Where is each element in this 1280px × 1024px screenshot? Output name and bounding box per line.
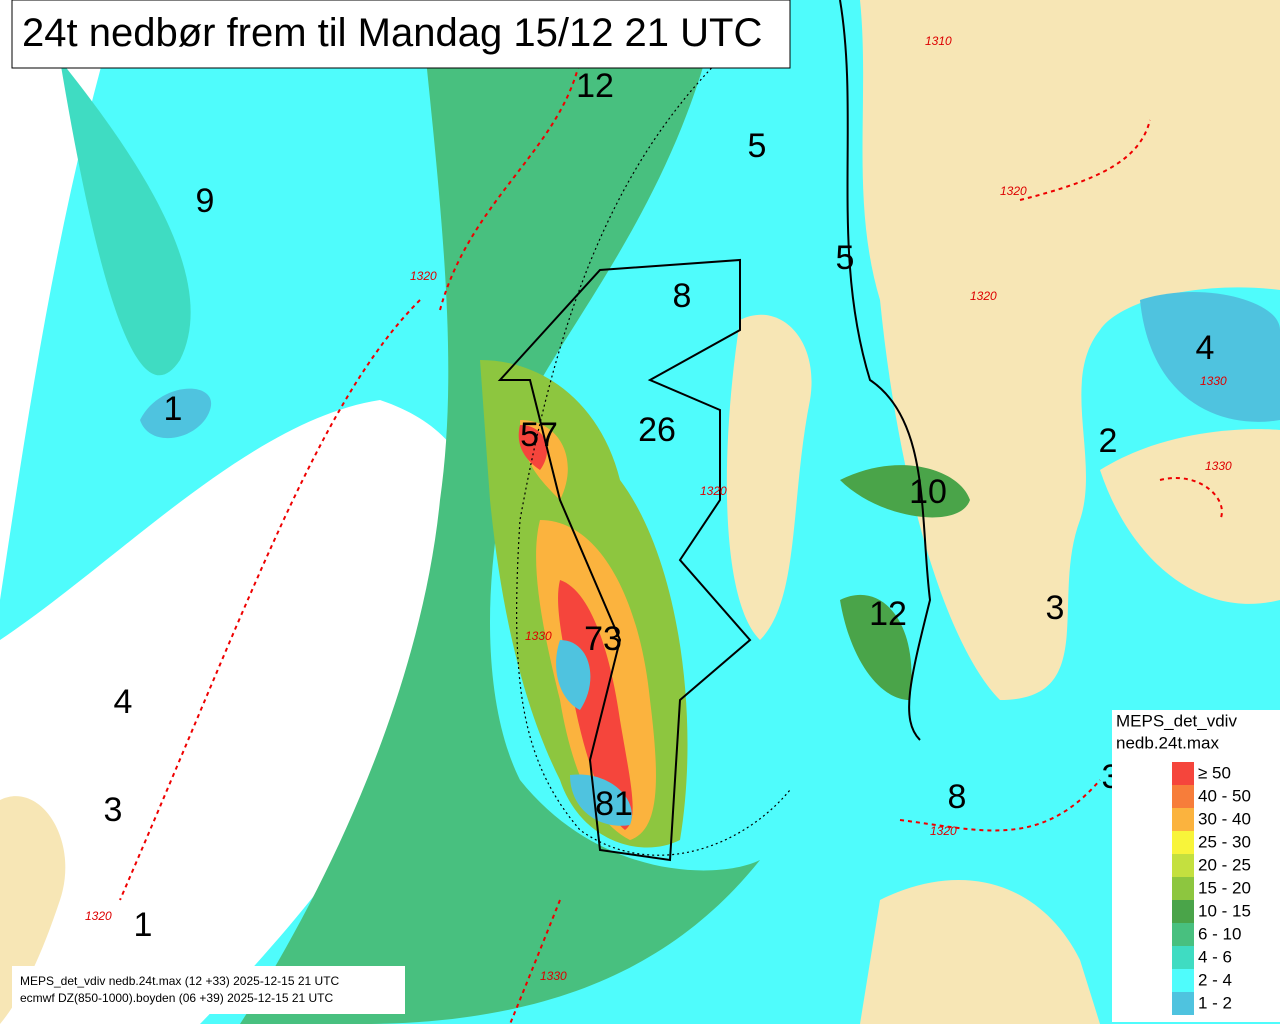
- legend-label: 2 - 4: [1198, 970, 1232, 989]
- legend-label: 25 - 30: [1198, 832, 1251, 851]
- footer-box: [12, 966, 405, 1014]
- contour-label: 1320: [410, 269, 437, 283]
- contour-label: 1320: [700, 484, 727, 498]
- title: 24t nedbør frem til Mandag 15/12 21 UTC: [22, 11, 762, 55]
- precip-label: 3: [104, 791, 123, 829]
- legend-title: nedb.24t.max: [1116, 733, 1220, 752]
- legend-label: ≥ 50: [1198, 763, 1231, 782]
- legend-label: 30 - 40: [1198, 809, 1251, 828]
- precip-1-2-east: [1140, 291, 1280, 422]
- legend-title: MEPS_det_vdiv: [1116, 711, 1237, 730]
- thickness-contours: [119, 59, 1223, 1024]
- footer-line: ecmwf DZ(850-1000).boyden (06 +39) 2025-…: [20, 991, 334, 1005]
- land-south: [860, 880, 1100, 1024]
- contour-labels: 1310132013201330133013201330132013301320…: [85, 34, 1232, 983]
- precip-1-2: [556, 640, 632, 826]
- precip-1-2-west: [140, 388, 212, 439]
- precip-label: 12: [576, 67, 614, 105]
- precip-label: 4: [114, 683, 133, 721]
- contour-label: 1320: [85, 909, 112, 923]
- legend-label: 1 - 2: [1198, 993, 1232, 1012]
- precip-label: 12: [869, 595, 907, 633]
- legend-label: 20 - 25: [1198, 855, 1251, 874]
- precip-label: 5: [836, 239, 855, 277]
- precip-label: 57: [520, 416, 558, 454]
- legend-box: [1112, 710, 1280, 1022]
- legend-swatch: [1172, 762, 1194, 785]
- land-inland: [726, 314, 812, 640]
- legend-label: 10 - 15: [1198, 901, 1251, 920]
- land: [860, 0, 1280, 700]
- contour-label: 1320: [930, 824, 957, 838]
- contour-label: 1330: [540, 969, 567, 983]
- contour-label: 1330: [1200, 374, 1227, 388]
- precip-label: 8: [673, 277, 692, 315]
- precip-label: 73: [584, 620, 622, 658]
- legend-swatch: [1172, 900, 1194, 923]
- contour-label: 1320: [1000, 184, 1027, 198]
- legend-swatch: [1172, 992, 1194, 1015]
- legend-swatch: [1172, 831, 1194, 854]
- legend-label: 40 - 50: [1198, 786, 1251, 805]
- legend-swatch: [1172, 923, 1194, 946]
- precip-4-6: [60, 60, 191, 376]
- contour-label: 1330: [1205, 459, 1232, 473]
- precip-label: 9: [196, 182, 215, 220]
- legend-label: 6 - 10: [1198, 924, 1241, 943]
- county-borders: [497, 258, 752, 862]
- contour-label: 1310: [925, 34, 952, 48]
- land-east: [1100, 429, 1280, 604]
- precip-label: 2: [1099, 422, 1118, 460]
- contour-label: 1330: [525, 629, 552, 643]
- title-box: [11, 0, 791, 69]
- precip-label: 4: [1196, 329, 1215, 367]
- precip-6-10: [240, 0, 760, 1024]
- precip-label: 26: [638, 411, 676, 449]
- dry-area: [0, 0, 120, 600]
- national-border: [839, 0, 932, 741]
- legend-swatch: [1172, 969, 1194, 992]
- legend-swatch: [1172, 877, 1194, 900]
- legend-swatch: [1172, 808, 1194, 831]
- legend: MEPS_det_vdiv nedb.24t.max ≥ 50 40 - 50 30 -…: [1116, 711, 1251, 1015]
- precip-label: 10: [909, 473, 947, 511]
- dry-sea: [0, 400, 482, 1024]
- precip-label: 8: [948, 778, 967, 816]
- legend-swatch: [1172, 946, 1194, 969]
- precip-label: 1: [164, 390, 183, 428]
- precip-label: 1: [134, 906, 153, 944]
- precip-label: 5: [748, 127, 767, 165]
- precip-10-15: [840, 465, 970, 700]
- contour-label: 1320: [970, 289, 997, 303]
- legend-label: 15 - 20: [1198, 878, 1251, 897]
- precip-label: 3: [1046, 589, 1065, 627]
- precip-label: 81: [595, 785, 633, 823]
- model-domain: [516, 39, 791, 856]
- legend-label: 4 - 6: [1198, 947, 1232, 966]
- legend-swatch: [1172, 854, 1194, 877]
- footer-line: MEPS_det_vdiv nedb.24t.max (12 +33) 2025…: [20, 974, 340, 988]
- precip-over-50: [518, 425, 633, 830]
- legend-swatch: [1172, 785, 1194, 808]
